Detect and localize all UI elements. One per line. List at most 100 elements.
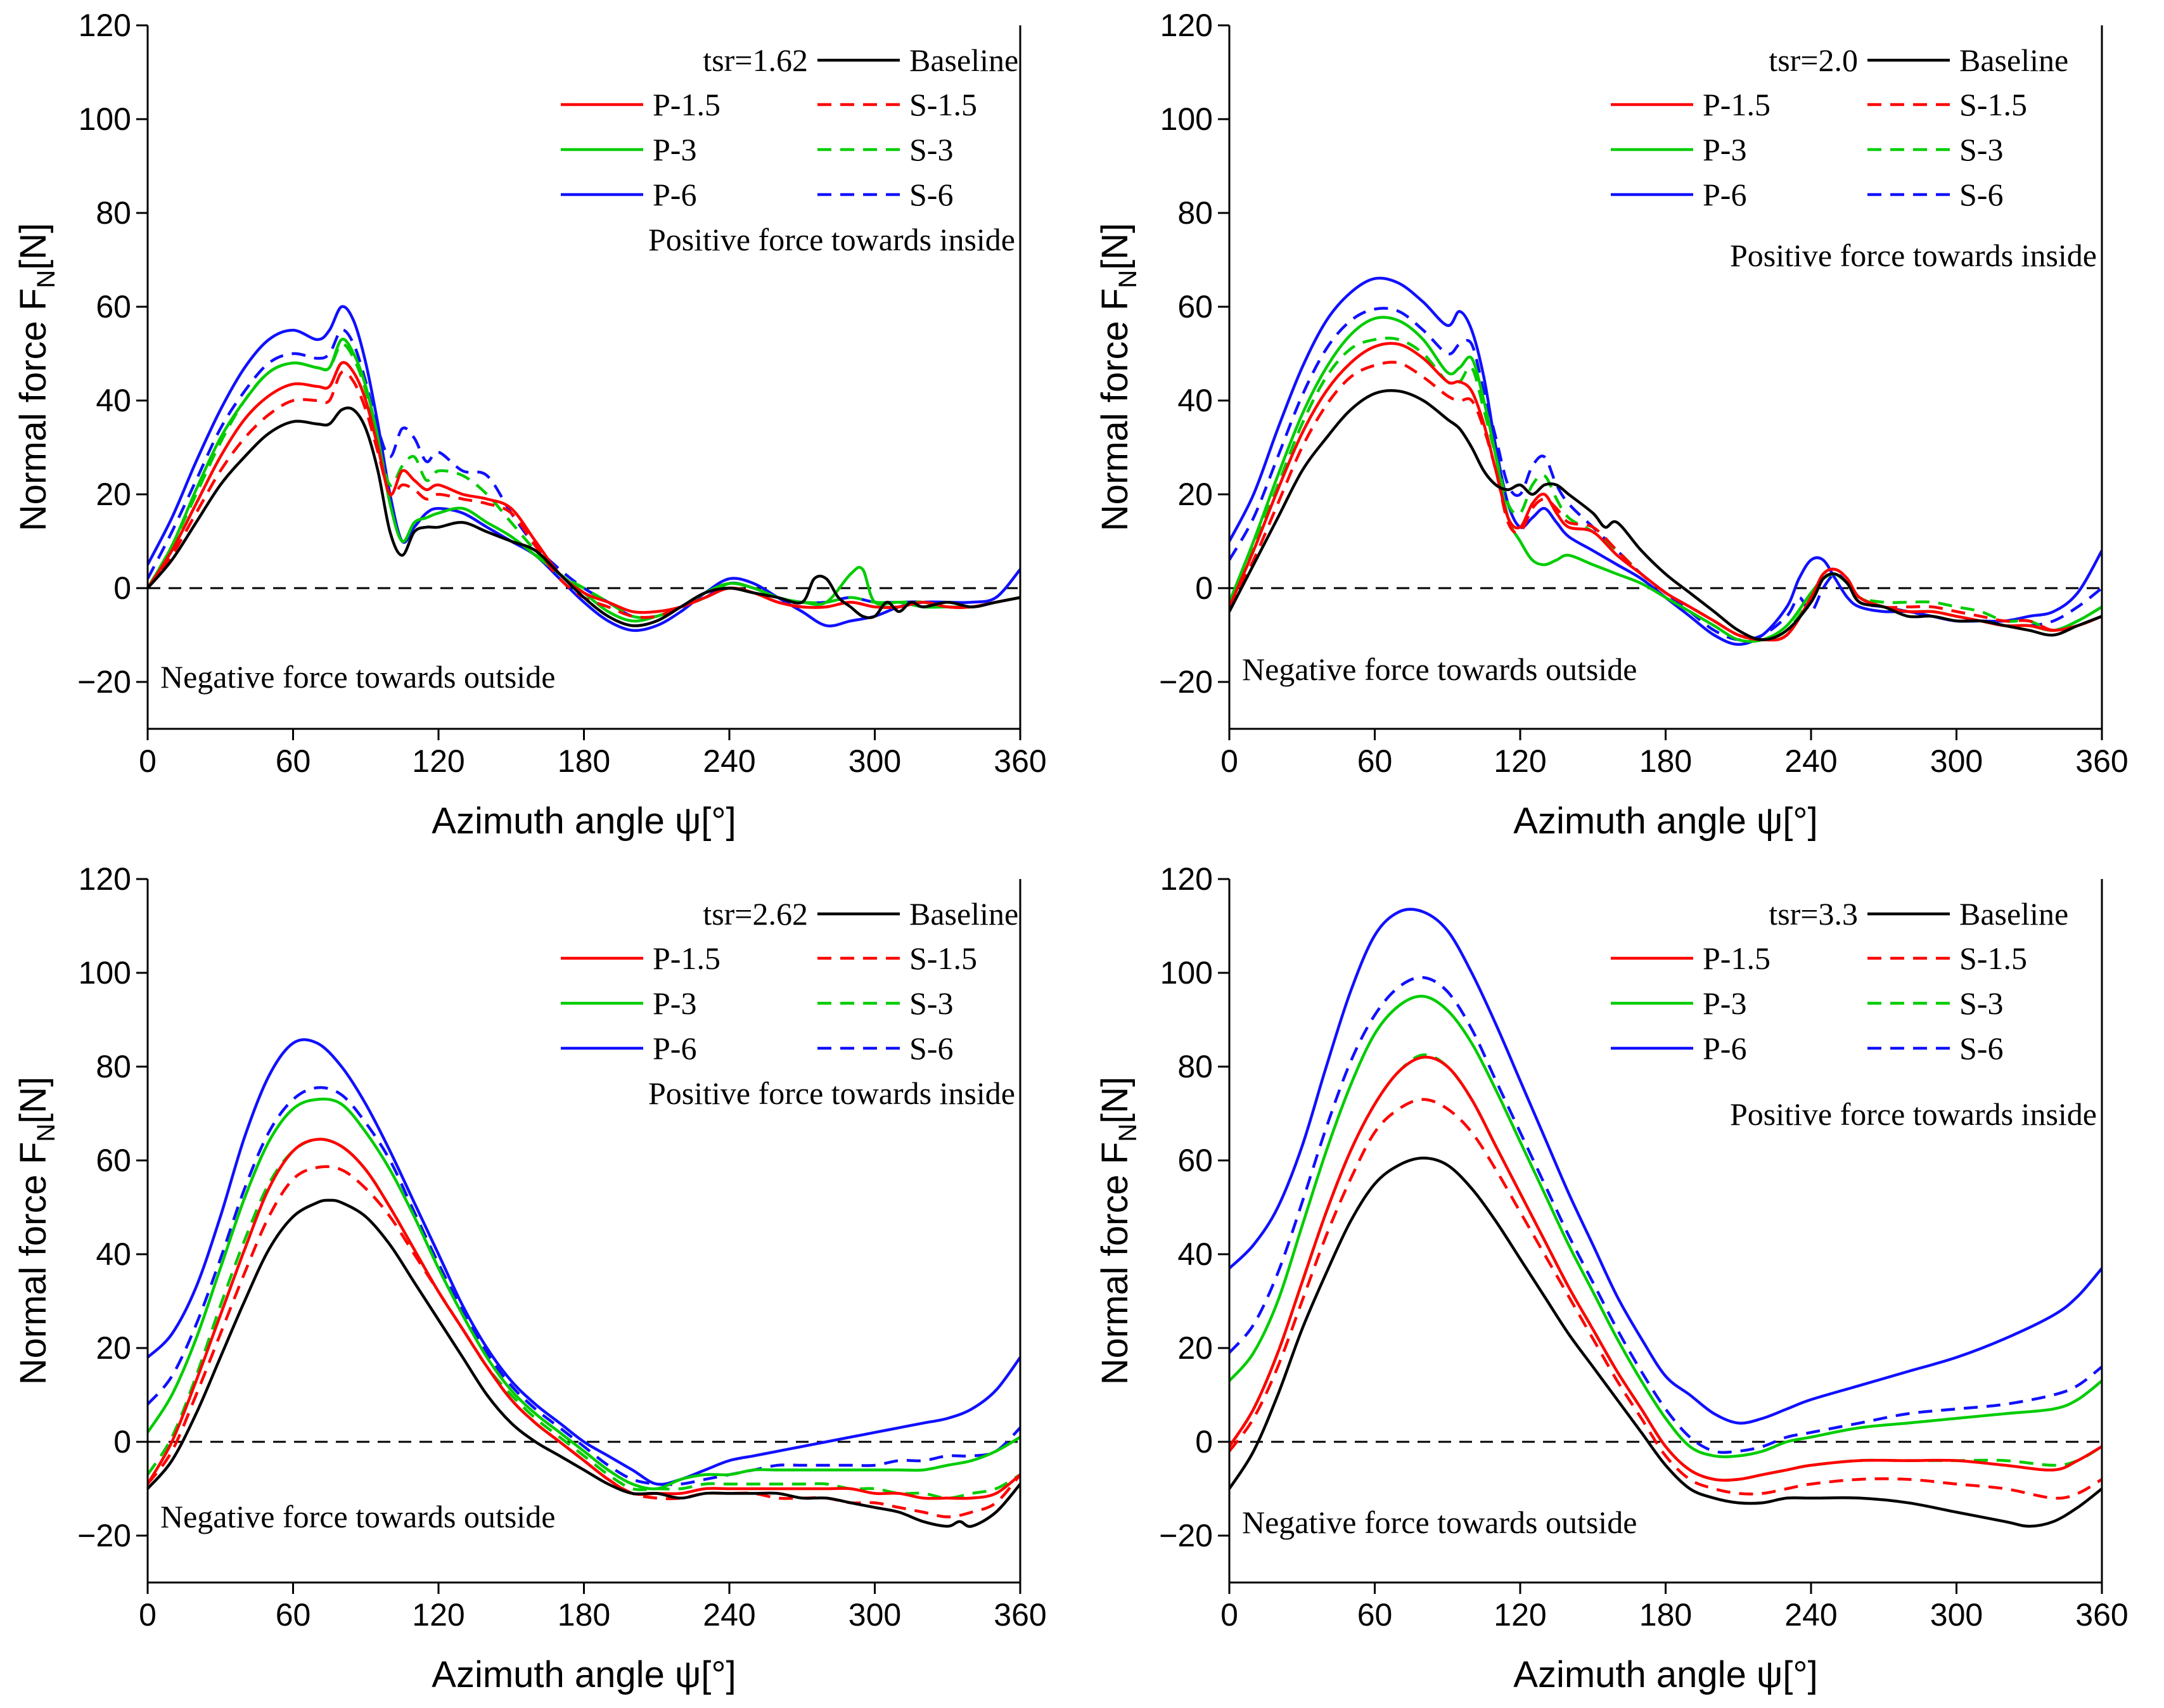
- x-tick-label: 60: [1357, 743, 1393, 779]
- negative-force-note: Negative force towards outside: [160, 659, 555, 695]
- series-line-p-3: [148, 338, 1020, 623]
- legend-label-s-6: S-6: [1959, 1031, 2003, 1066]
- x-tick-label: 240: [703, 743, 755, 779]
- x-tick-label: 360: [2075, 1597, 2128, 1633]
- series-line-baseline: [1229, 1157, 2102, 1528]
- series-line-p-1-5: [148, 361, 1020, 614]
- y-tick-label: −20: [77, 664, 131, 700]
- positive-force-note: Positive force towards inside: [648, 1076, 1015, 1111]
- legend-label-p-6: P-6: [1703, 1031, 1746, 1066]
- series-line-s-3: [148, 1138, 1020, 1500]
- x-tick-label: 300: [848, 1597, 901, 1633]
- series-group: [1229, 276, 2102, 646]
- legend-label-s-6: S-6: [909, 177, 953, 212]
- negative-force-note: Negative force towards outside: [1242, 1505, 1637, 1540]
- x-tick-label: 120: [412, 743, 464, 779]
- series-line-p-6: [148, 305, 1020, 632]
- y-tick-label: 40: [96, 1236, 131, 1272]
- x-tick-label: 300: [1930, 1597, 1983, 1633]
- series-line-p-6: [1229, 276, 2102, 646]
- y-axis-title-unit: [N]: [13, 1077, 54, 1124]
- chart-svg: −20 0 20 40 60 80 100 120 0 60 120 180 240 300 360 Azim…: [1094, 861, 2129, 1695]
- y-tick-label: 60: [1177, 1143, 1213, 1178]
- y-tick-label: 100: [1160, 955, 1213, 991]
- legend-label-s-3: S-3: [1959, 132, 2003, 167]
- legend-label-baseline: Baseline: [1959, 42, 2068, 78]
- y-tick-label: 120: [1160, 8, 1213, 43]
- x-tick-label: 120: [412, 1597, 464, 1633]
- y-tick-label: 60: [1177, 289, 1213, 324]
- chart-panel-tsr-2-0: −20 0 20 40 60 80 100 120 0 60 120 180 240 300 360 Azim…: [1082, 0, 2163, 854]
- chart-panel-tsr-1-62: −20 0 20 40 60 80 100 120 0 60 120 180 240 300 360 Azim…: [0, 0, 1082, 854]
- y-tick-label: 0: [1195, 1424, 1213, 1460]
- y-axis-title-main: Normal force F: [1094, 288, 1136, 532]
- legend-label-p-1-5: P-1.5: [1703, 941, 1770, 976]
- x-tick-label: 180: [1639, 1597, 1692, 1633]
- series-line-p-3: [148, 1097, 1020, 1491]
- chart-svg: −20 0 20 40 60 80 100 120 0 60 120 180 240 300 360 Azim…: [13, 8, 1047, 842]
- y-tick-label: 20: [1177, 477, 1213, 512]
- tsr-label: tsr=1.62: [703, 42, 808, 78]
- positive-force-note: Positive force towards inside: [1730, 1096, 2097, 1132]
- tsr-label: tsr=3.3: [1769, 896, 1858, 932]
- chart-svg: −20 0 20 40 60 80 100 120 0 60 120 180 240 300 360 Azim…: [13, 861, 1047, 1695]
- x-tick-label: 360: [2075, 743, 2128, 779]
- series-line-p-6: [148, 1038, 1020, 1486]
- legend-label-p-3: P-3: [1703, 986, 1746, 1021]
- x-tick-label: 180: [1639, 743, 1692, 779]
- legend-label-s-3: S-3: [909, 132, 953, 167]
- y-tick-label: 20: [1177, 1330, 1213, 1366]
- series-line-s-1-5: [148, 1165, 1020, 1519]
- legend-label-s-6: S-6: [909, 1031, 953, 1066]
- legend-label-p-3: P-3: [653, 986, 696, 1021]
- chart-svg: −20 0 20 40 60 80 100 120 0 60 120 180 240 300 360 Azim…: [1094, 8, 2129, 842]
- positive-force-note: Positive force towards inside: [648, 222, 1015, 257]
- series-line-s-3: [148, 342, 1020, 619]
- x-tick-label: 60: [276, 743, 311, 779]
- x-axis-title: Azimuth angle ψ[°]: [1513, 1654, 1817, 1695]
- legend-label-baseline: Baseline: [909, 896, 1018, 932]
- y-tick-label: 100: [1160, 101, 1213, 137]
- tsr-label: tsr=2.62: [703, 896, 808, 932]
- series-group: [1229, 908, 2102, 1528]
- series-group: [148, 305, 1020, 632]
- y-axis-title-unit: [N]: [13, 223, 54, 270]
- legend-label-s-3: S-3: [909, 986, 953, 1021]
- legend-label-p-6: P-6: [653, 177, 696, 212]
- x-tick-label: 60: [276, 1597, 311, 1633]
- series-line-p-1-5: [1229, 1055, 2102, 1482]
- y-tick-label: 20: [96, 1330, 131, 1366]
- y-tick-label: 0: [113, 1424, 131, 1460]
- y-tick-label: 100: [79, 101, 131, 137]
- series-line-s-1-5: [1229, 1098, 2102, 1500]
- series-line-p-1-5: [1229, 342, 2102, 642]
- y-axis-title-subscript: N: [32, 270, 60, 288]
- positive-force-note: Positive force towards inside: [1730, 238, 2097, 273]
- y-tick-label: 120: [1160, 861, 1213, 897]
- y-tick-label: 60: [96, 1143, 131, 1178]
- y-tick-label: 100: [79, 955, 131, 991]
- y-axis-title: Normal force FN[N]: [13, 223, 60, 532]
- series-line-s-6: [148, 328, 1020, 619]
- series-line-s-6: [1229, 976, 2102, 1454]
- series-line-s-1-5: [1229, 361, 2102, 642]
- y-tick-label: 40: [1177, 1236, 1213, 1272]
- y-axis-title-main: Normal force F: [13, 1142, 54, 1385]
- y-tick-label: 40: [96, 383, 131, 418]
- y-axis-title-main: Normal force F: [1094, 1142, 1136, 1385]
- negative-force-note: Negative force towards outside: [160, 1499, 555, 1534]
- series-line-s-6: [1229, 307, 2102, 641]
- series-line-p-1-5: [148, 1138, 1020, 1500]
- negative-force-note: Negative force towards outside: [1242, 652, 1637, 687]
- x-tick-label: 360: [994, 1597, 1046, 1633]
- y-axis-title-main: Normal force F: [13, 288, 54, 532]
- legend-label-baseline: Baseline: [1959, 896, 2068, 932]
- series-line-s-6: [148, 1086, 1020, 1486]
- y-tick-label: 60: [96, 289, 131, 324]
- y-axis-title-unit: [N]: [1094, 223, 1136, 270]
- legend-label-s-1-5: S-1.5: [909, 941, 977, 976]
- x-tick-label: 0: [1220, 743, 1238, 779]
- y-tick-label: 80: [1177, 195, 1213, 231]
- legend-label-baseline: Baseline: [909, 42, 1018, 78]
- series-line-p-3: [1229, 994, 2102, 1458]
